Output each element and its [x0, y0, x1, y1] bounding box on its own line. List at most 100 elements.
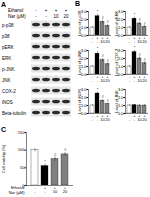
svg-text:3.0: 3.0 — [117, 8, 124, 14]
svg-text:20: 20 — [63, 14, 69, 19]
svg-text:#: # — [106, 98, 109, 103]
svg-text:*: * — [97, 9, 99, 14]
html-text:B: B — [75, 0, 81, 7]
svg-text:p-JNK: p-JNK — [2, 67, 15, 72]
svg-text:Level of COX-2: Level of COX-2 — [114, 48, 119, 76]
svg-text:Level of JNK: Level of JNK — [114, 90, 119, 113]
svg-text:+-: +- — [133, 35, 136, 44]
svg-text:#: # — [106, 58, 109, 63]
svg-text:0.0: 0.0 — [80, 71, 87, 77]
svg-text:2.0: 2.0 — [117, 94, 124, 100]
svg-text:+-: +- — [133, 113, 136, 122]
svg-text:-: - — [35, 14, 37, 19]
svg-text:Nar (μM): Nar (μM) — [9, 190, 26, 195]
svg-text:--: -- — [92, 113, 94, 122]
svg-text:ERK: ERK — [2, 56, 11, 61]
svg-text:Level of pJNK: Level of pJNK — [77, 50, 82, 75]
svg-text:+-: +- — [96, 113, 99, 122]
svg-text:*: * — [44, 159, 46, 164]
svg-text:1.0: 1.0 — [117, 63, 124, 69]
svg-text:+: + — [45, 8, 48, 13]
svg-text:#: # — [138, 52, 141, 57]
svg-text:10: 10 — [53, 14, 59, 19]
svg-text:+20: +20 — [142, 74, 147, 83]
svg-text:Nar (μM): Nar (μM) — [8, 14, 26, 19]
svg-text:3.0: 3.0 — [80, 8, 87, 14]
svg-text:3.0: 3.0 — [80, 86, 87, 92]
svg-text:#: # — [143, 57, 146, 62]
svg-text:0.0: 0.0 — [80, 110, 87, 116]
svg-text:p38: p38 — [2, 34, 10, 39]
svg-text:p-p38: p-p38 — [2, 23, 14, 28]
svg-text:2.0: 2.0 — [117, 16, 124, 22]
svg-text:Cell viability (%): Cell viability (%) — [1, 144, 6, 173]
svg-text:iNOS: iNOS — [2, 100, 13, 105]
svg-text:0.0: 0.0 — [117, 110, 124, 116]
svg-text:100: 100 — [18, 147, 25, 152]
svg-text:+-: +- — [133, 74, 136, 83]
svg-text:+: + — [55, 8, 58, 13]
svg-text:3.0: 3.0 — [80, 47, 87, 53]
svg-text:150: 150 — [18, 130, 25, 135]
svg-text:+-: +- — [44, 185, 47, 194]
html-text:A: A — [1, 1, 7, 8]
svg-text:-: - — [45, 14, 47, 19]
svg-text:1.0: 1.0 — [80, 63, 87, 69]
svg-text:JNK: JNK — [2, 78, 11, 83]
svg-text:1.0: 1.0 — [117, 102, 124, 108]
svg-text:*: * — [97, 87, 99, 92]
svg-text:Level of p-p38: Level of p-p38 — [77, 10, 82, 36]
svg-text:+10: +10 — [53, 185, 58, 194]
svg-text:+-: +- — [96, 35, 99, 44]
svg-text:*: * — [134, 45, 136, 50]
svg-text:2.0: 2.0 — [80, 16, 87, 22]
svg-text:1.0: 1.0 — [80, 102, 87, 108]
svg-text:Beta-tubulin: Beta-tubulin — [2, 111, 27, 116]
svg-text:Level of iNOS: Level of iNOS — [77, 89, 82, 114]
svg-text:+20: +20 — [105, 74, 110, 83]
svg-text:--: -- — [92, 35, 94, 44]
html-text:10: 10 — [137, 39, 142, 45]
svg-text:--: -- — [129, 74, 131, 83]
svg-text:#: # — [106, 19, 109, 24]
svg-text:-: - — [35, 8, 37, 13]
svg-text:+20: +20 — [105, 35, 110, 44]
svg-text:50: 50 — [20, 165, 25, 170]
svg-text:#: # — [138, 17, 141, 22]
svg-text:+20: +20 — [105, 113, 110, 122]
svg-text:--: -- — [92, 74, 94, 83]
svg-text:0.0: 0.0 — [117, 71, 124, 77]
svg-text:+20: +20 — [142, 113, 147, 122]
svg-text:+20: +20 — [142, 35, 147, 44]
svg-text:+20: +20 — [63, 185, 68, 194]
html-text:10: 10 — [100, 39, 105, 45]
svg-text:1.0: 1.0 — [80, 24, 87, 30]
svg-text:#: # — [101, 94, 104, 99]
svg-text:--: -- — [129, 113, 131, 122]
svg-text:+-: +- — [96, 74, 99, 83]
svg-text:+: + — [65, 8, 68, 13]
svg-text:*: * — [97, 46, 99, 51]
svg-text:*: * — [134, 12, 136, 17]
svg-text:#: # — [101, 15, 104, 20]
svg-text:Level of pERK: Level of pERK — [114, 10, 119, 36]
svg-text:3.0: 3.0 — [117, 86, 124, 92]
svg-text:0.0: 0.0 — [80, 32, 87, 38]
svg-text:2.0: 2.0 — [80, 55, 87, 61]
svg-text:--: -- — [34, 185, 36, 194]
html-text:C: C — [1, 126, 7, 133]
svg-text:pERK: pERK — [2, 45, 14, 50]
svg-text:2.0: 2.0 — [80, 94, 87, 100]
svg-text:#: # — [101, 53, 104, 58]
svg-text:3.0: 3.0 — [117, 47, 124, 53]
svg-text:#: # — [143, 21, 146, 26]
svg-text:0.0: 0.0 — [117, 32, 124, 38]
svg-text:Ethanol: Ethanol — [10, 185, 25, 191]
svg-text:2.0: 2.0 — [117, 55, 124, 61]
svg-text:#: # — [54, 152, 57, 157]
svg-text:--: -- — [129, 35, 131, 44]
svg-text:Ethanol: Ethanol — [8, 8, 23, 13]
svg-text:1.0: 1.0 — [117, 24, 124, 30]
svg-text:COX-2: COX-2 — [2, 89, 16, 94]
svg-text:#: # — [64, 147, 67, 152]
